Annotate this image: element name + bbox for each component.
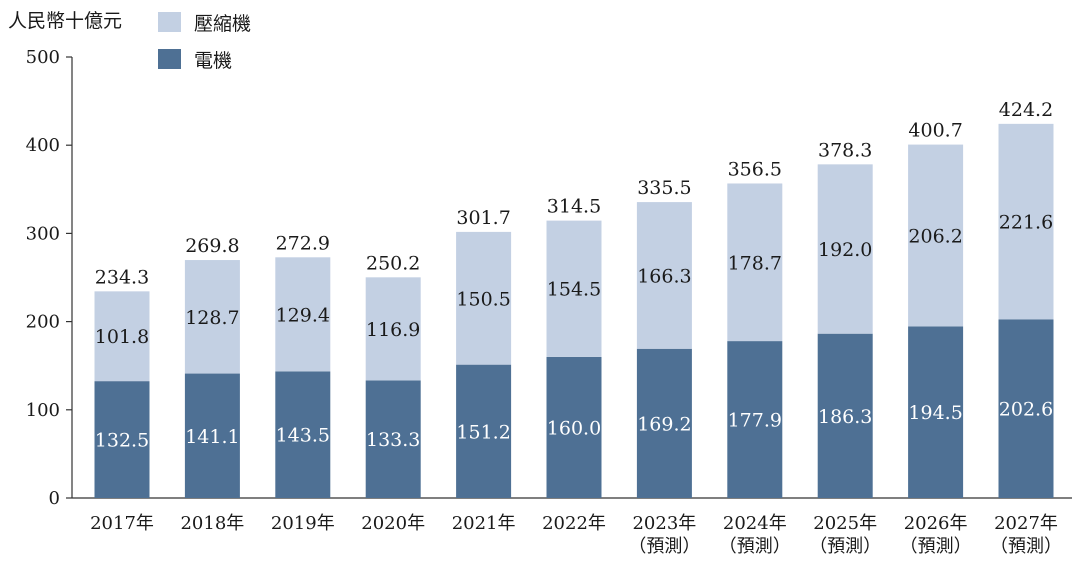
bar-segment-壓縮機: [998, 123, 1054, 320]
segment-value-label: 177.9: [728, 410, 782, 432]
y-tick-label: 200: [26, 312, 60, 333]
x-tick-label: 2027年: [994, 513, 1058, 534]
segment-value-label: 133.3: [366, 429, 420, 451]
x-tick-label: 2021年: [452, 513, 516, 534]
total-value-label: 234.3: [95, 266, 149, 288]
total-value-label: 356.5: [728, 158, 782, 180]
legend-swatch: [158, 12, 181, 32]
segment-value-label: 143.5: [276, 425, 330, 447]
bar-segment-壓縮機: [727, 183, 783, 342]
bar-segment-電機: [365, 380, 421, 498]
bar-segment-電機: [998, 319, 1054, 498]
bar-segment-電機: [636, 348, 692, 498]
x-tick-label: 2018年: [180, 513, 244, 534]
x-tick-label: 2017年: [90, 513, 154, 534]
x-tick-label: （預測）: [900, 536, 972, 557]
bar-segment-壓縮機: [636, 202, 692, 349]
x-tick-label: （預測）: [809, 536, 881, 557]
bar-segment-壓縮機: [94, 291, 150, 382]
segment-value-label: 151.2: [456, 421, 510, 443]
x-tick-label: （預測）: [628, 536, 700, 557]
total-value-label: 269.8: [185, 235, 239, 257]
bar-segment-電機: [817, 333, 873, 498]
data-labels: 132.5 101.8 234.3 141.1 128.7 269.8 143.5 129.4…: [95, 99, 1053, 452]
bar-segment-電機: [275, 371, 331, 498]
segment-value-label: 141.1: [185, 426, 239, 448]
axes: 0 100 200 300 400 500 2017年 2018年 2019年 2020年 2021…: [26, 47, 1072, 557]
segment-value-label: 154.5: [547, 279, 601, 301]
total-value-label: 250.2: [366, 252, 420, 274]
segment-value-label: 116.9: [366, 319, 420, 341]
bar-segment-電機: [908, 326, 964, 498]
segment-value-label: 169.2: [637, 413, 691, 435]
legend-swatch: [158, 49, 181, 69]
segment-value-label: 186.3: [818, 406, 872, 428]
x-tick-label: （預測）: [990, 536, 1062, 557]
segment-value-label: 128.7: [185, 307, 239, 329]
segment-value-label: 221.6: [999, 212, 1053, 234]
bar-segment-電機: [184, 373, 240, 498]
y-tick-label: 500: [26, 47, 60, 68]
segment-value-label: 101.8: [95, 326, 149, 348]
bar-segment-壓縮機: [184, 260, 240, 374]
bar-segment-電機: [727, 341, 783, 498]
y-tick-label: 100: [26, 400, 60, 421]
x-tick-label: 2025年: [813, 513, 877, 534]
x-tick-label: 2023年: [632, 513, 696, 534]
segment-value-label: 129.4: [276, 304, 330, 326]
y-unit-label: 人民幣十億元: [8, 10, 122, 32]
bars: [94, 123, 1054, 498]
bar-segment-壓縮機: [546, 220, 602, 357]
x-tick-label: 2022年: [542, 513, 606, 534]
y-tick-label: 300: [26, 223, 60, 244]
bar-segment-壓縮機: [275, 257, 331, 372]
total-value-label: 400.7: [908, 120, 962, 142]
segment-value-label: 150.5: [456, 288, 510, 310]
x-tick-label: （預測）: [719, 536, 791, 557]
segment-value-label: 132.5: [95, 430, 149, 452]
y-tick-label: 400: [26, 135, 60, 156]
total-value-label: 314.5: [547, 196, 601, 218]
segment-value-label: 192.0: [818, 239, 872, 261]
bar-segment-壓縮機: [365, 277, 421, 381]
segment-value-label: 166.3: [637, 265, 691, 287]
x-tick-label: 2019年: [271, 513, 335, 534]
legend-label: 電機: [194, 50, 232, 72]
x-tick-label: 2026年: [904, 513, 968, 534]
bar-segment-壓縮機: [456, 231, 512, 365]
bar-segment-電機: [546, 356, 602, 498]
y-tick-label: 0: [49, 488, 60, 509]
bar-segment-壓縮機: [817, 164, 873, 334]
legend-label: 壓縮機: [194, 13, 251, 35]
total-value-label: 378.3: [818, 139, 872, 161]
x-tick-label: 2024年: [723, 513, 787, 534]
total-value-label: 272.9: [276, 232, 330, 254]
segment-value-label: 202.6: [999, 399, 1053, 421]
segment-value-label: 160.0: [547, 417, 601, 439]
total-value-label: 301.7: [456, 207, 510, 229]
segment-value-label: 206.2: [908, 226, 962, 248]
bar-segment-電機: [456, 364, 512, 498]
total-value-label: 335.5: [637, 177, 691, 199]
x-tick-label: 2020年: [361, 513, 425, 534]
segment-value-label: 178.7: [728, 252, 782, 274]
bar-segment-壓縮機: [908, 144, 964, 327]
total-value-label: 424.2: [999, 99, 1053, 121]
bar-segment-電機: [94, 381, 150, 498]
segment-value-label: 194.5: [908, 402, 962, 424]
